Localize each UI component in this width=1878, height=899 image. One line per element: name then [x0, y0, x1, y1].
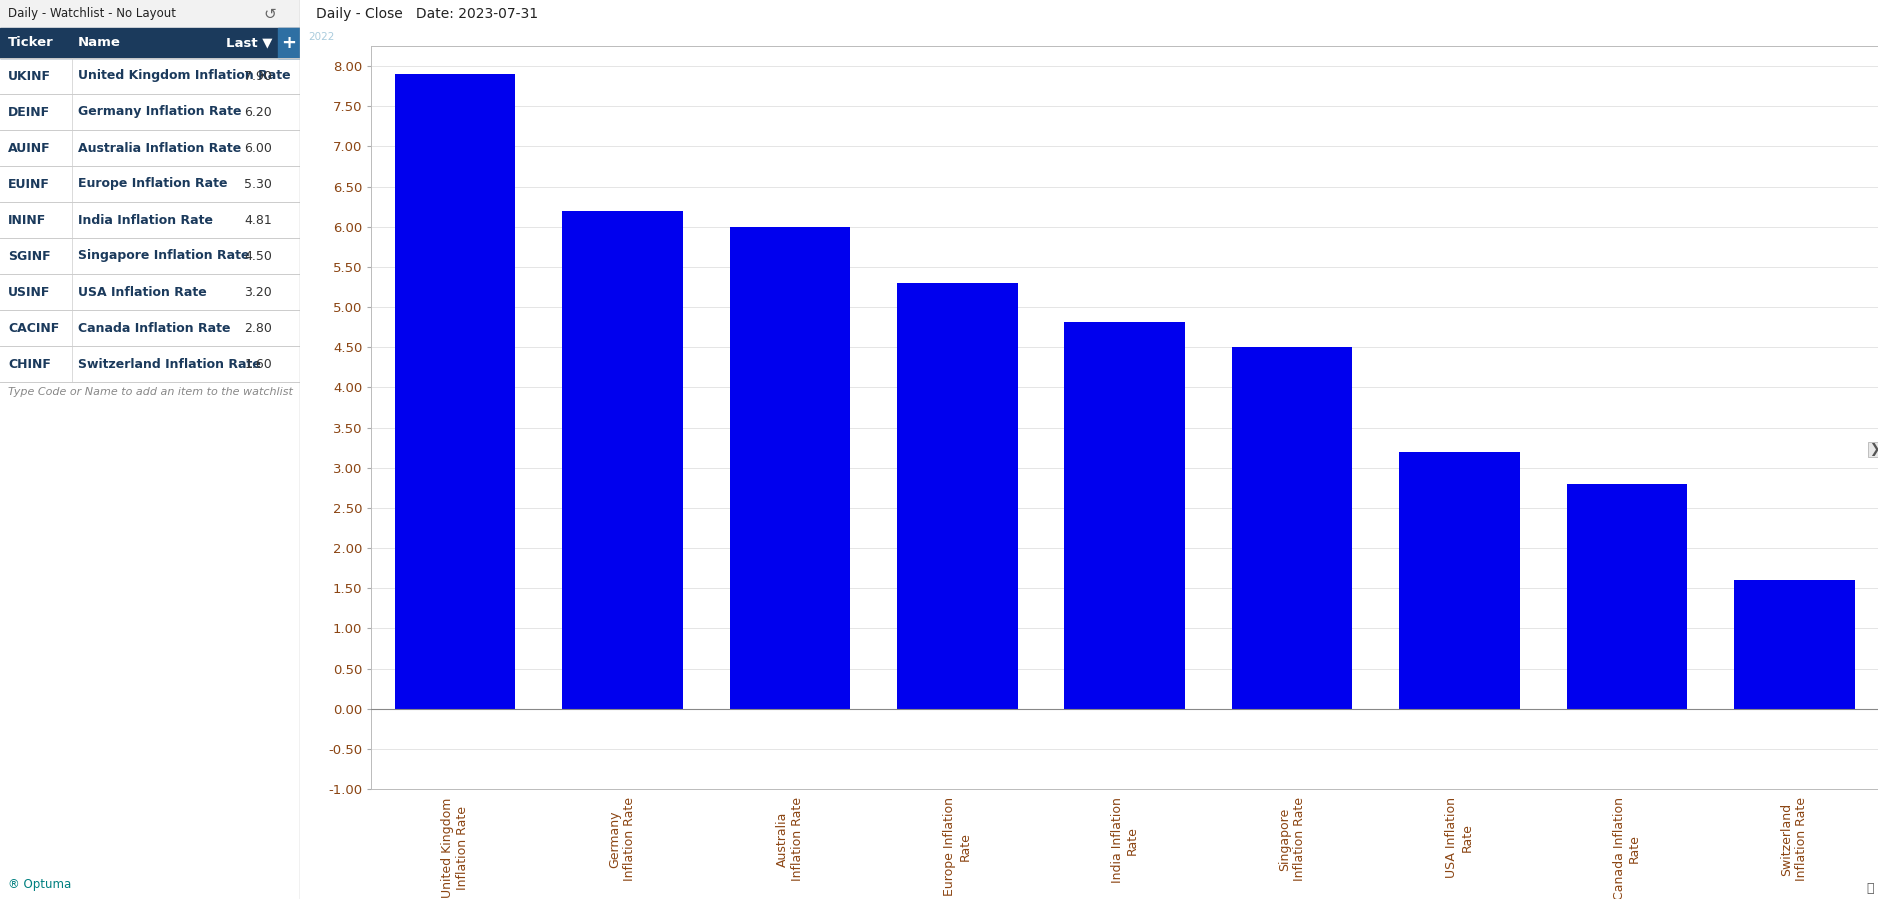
- Bar: [731, 227, 851, 708]
- Text: 5.30: 5.30: [244, 177, 272, 191]
- Bar: [1733, 580, 1855, 708]
- Text: 3.20: 3.20: [244, 286, 272, 298]
- Text: Ticker: Ticker: [8, 37, 54, 49]
- Text: USINF: USINF: [8, 286, 51, 298]
- Text: 7.90: 7.90: [244, 69, 272, 83]
- Text: 4.50: 4.50: [244, 250, 272, 263]
- Text: SGINF: SGINF: [8, 250, 51, 263]
- Bar: [1065, 323, 1185, 708]
- Text: DEINF: DEINF: [8, 105, 51, 119]
- Text: Australia Inflation Rate: Australia Inflation Rate: [79, 141, 240, 155]
- Text: Singapore Inflation Rate: Singapore Inflation Rate: [79, 250, 250, 263]
- Bar: [562, 210, 684, 708]
- Text: Daily - Watchlist - No Layout: Daily - Watchlist - No Layout: [8, 7, 177, 21]
- Text: Last ▼: Last ▼: [225, 37, 272, 49]
- Text: Type Code or Name to add an item to the watchlist: Type Code or Name to add an item to the …: [8, 387, 293, 397]
- Text: ❯: ❯: [1869, 443, 1878, 456]
- Text: 6.20: 6.20: [244, 105, 272, 119]
- Bar: [278, 28, 300, 58]
- Text: India Inflation Rate: India Inflation Rate: [79, 213, 212, 227]
- Text: 6.00: 6.00: [244, 141, 272, 155]
- Bar: [0, 28, 300, 58]
- Text: 4.81: 4.81: [244, 213, 272, 227]
- Text: 2023: 2023: [1089, 32, 1116, 42]
- Text: USA Inflation Rate: USA Inflation Rate: [79, 286, 207, 298]
- Bar: [0, 0, 300, 28]
- Text: ® Optuma: ® Optuma: [8, 878, 71, 891]
- Text: +: +: [282, 34, 297, 52]
- Text: 2.80: 2.80: [244, 322, 272, 334]
- Text: Switzerland Inflation Rate: Switzerland Inflation Rate: [79, 358, 261, 370]
- Text: CHINF: CHINF: [8, 358, 51, 370]
- Text: Daily - Close   Date: 2023-07-31: Daily - Close Date: 2023-07-31: [316, 7, 537, 21]
- Text: AUINF: AUINF: [8, 141, 51, 155]
- Text: 2022: 2022: [308, 32, 334, 42]
- Bar: [394, 74, 515, 708]
- Bar: [1399, 451, 1519, 708]
- Bar: [898, 283, 1018, 708]
- Text: CACINF: CACINF: [8, 322, 60, 334]
- Text: 1.60: 1.60: [244, 358, 272, 370]
- Text: Germany Inflation Rate: Germany Inflation Rate: [79, 105, 242, 119]
- Text: 🔒: 🔒: [1867, 883, 1874, 895]
- Text: United Kingdom Inflation Rate: United Kingdom Inflation Rate: [79, 69, 291, 83]
- Text: EUINF: EUINF: [8, 177, 51, 191]
- Text: UKINF: UKINF: [8, 69, 51, 83]
- Bar: [1232, 347, 1352, 708]
- Text: Name: Name: [79, 37, 120, 49]
- Text: ↺: ↺: [263, 6, 276, 22]
- Text: ININF: ININF: [8, 213, 47, 227]
- Text: Europe Inflation Rate: Europe Inflation Rate: [79, 177, 227, 191]
- Text: Canada Inflation Rate: Canada Inflation Rate: [79, 322, 231, 334]
- Bar: [1566, 484, 1686, 708]
